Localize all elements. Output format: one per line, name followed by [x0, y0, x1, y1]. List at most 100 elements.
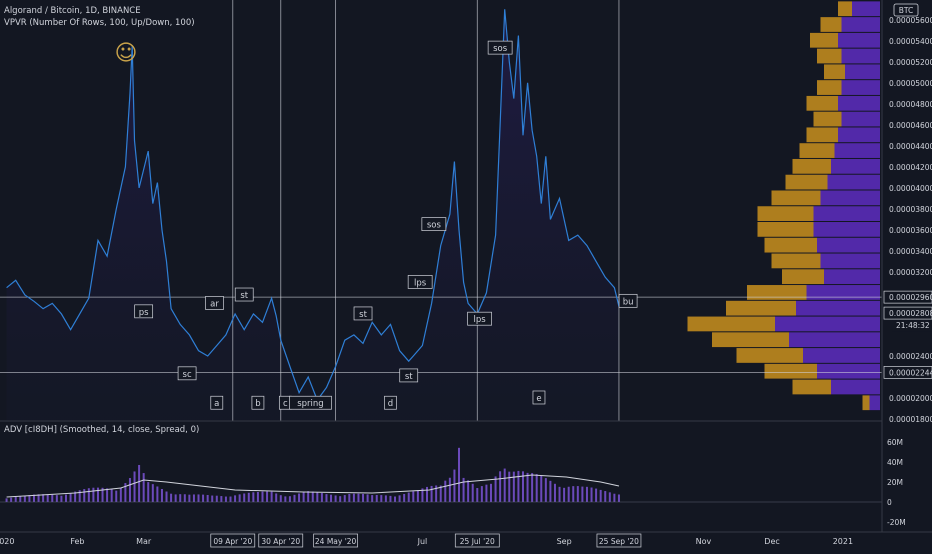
volume-bar	[558, 486, 561, 502]
price-tick-label: 0.00002000	[889, 394, 932, 403]
vpvr-down-bar	[782, 269, 824, 285]
volume-bar	[243, 493, 246, 502]
volume-bar	[10, 497, 13, 502]
date-marker-box	[258, 533, 304, 548]
volume-bar	[142, 473, 145, 502]
volume-bar	[51, 494, 54, 502]
price-highlight-box	[883, 290, 932, 304]
vpvr-down-bar	[792, 158, 831, 174]
volume-bar	[170, 493, 173, 502]
month-tick-label: 2021	[833, 537, 853, 546]
vpvr-up-bar	[841, 111, 880, 127]
volume-bar	[115, 490, 118, 502]
vpvr-down-bar	[838, 1, 852, 17]
vpvr-down-bar	[757, 222, 814, 237]
vpvr-down-bar	[810, 32, 838, 48]
vpvr-up-bar	[831, 379, 880, 395]
date-marker-box	[210, 533, 256, 548]
volume-tick-label: 0	[887, 498, 892, 507]
volume-bar	[96, 487, 99, 502]
volume-bar	[444, 480, 447, 502]
volume-bar	[508, 471, 511, 502]
volume-bar	[467, 480, 470, 502]
symbol-title: Algorand / Bitcoin, 1D, BINANCE	[4, 6, 141, 16]
vpvr-up-bar	[827, 174, 880, 190]
volume-bar	[188, 494, 191, 502]
vpvr-up-bar	[838, 32, 880, 48]
volume-bar	[453, 469, 456, 502]
volume-bar	[426, 486, 429, 502]
volume-bar	[151, 484, 154, 502]
volume-bar	[224, 496, 227, 502]
volume-bar	[32, 494, 35, 502]
date-marker-box	[313, 533, 358, 548]
volume-bar	[156, 486, 159, 502]
volume-bar	[407, 492, 410, 502]
price-highlight-label: 0.00002960	[889, 293, 932, 302]
countdown-box	[892, 320, 932, 332]
volume-bar	[553, 483, 556, 502]
vpvr-up-bar	[824, 269, 880, 285]
volume-bar	[316, 492, 319, 502]
price-axis[interactable]: 0.00005600 0.00005400 0.00005200 0.00005000…	[883, 16, 932, 424]
wyckoff-label: spring	[297, 399, 323, 409]
volume-bar	[581, 486, 584, 502]
volume-bar	[512, 471, 515, 502]
volume-bar	[247, 492, 250, 502]
month-tick-label: Feb	[70, 537, 84, 546]
vpvr-down-bar	[771, 190, 821, 206]
volume-bar	[334, 495, 337, 502]
volume-bar	[284, 496, 287, 502]
wyckoff-label: bu	[623, 297, 634, 307]
wyckoff-label: a	[214, 399, 219, 409]
volume-bar	[489, 483, 492, 502]
volume-bar	[384, 495, 387, 502]
wyckoff-label: sc	[183, 370, 192, 380]
price-tick-label: 0.00003400	[889, 247, 932, 256]
time-axis[interactable]: 2020 Feb Mar Jul Sep Nov Dec 2021 09 Apr '20 30 A…	[0, 533, 853, 548]
wyckoff-label: b	[255, 399, 260, 409]
wyckoff-label: c	[283, 399, 288, 409]
volume-bar	[371, 495, 374, 502]
price-area	[6, 9, 620, 421]
volume-bar	[74, 491, 77, 502]
volume-axis[interactable]: 60M 40M 20M 0 -20M	[887, 438, 906, 527]
price-tick-label: 0.00003800	[889, 205, 932, 214]
volume-bar	[517, 470, 520, 502]
volume-bar	[311, 491, 314, 502]
price-tick-label: 0.00005000	[889, 79, 932, 88]
volume-bar	[485, 484, 488, 502]
vpvr-up-bar	[813, 206, 880, 222]
price-highlight-label: 0.00002808	[889, 309, 932, 318]
volume-bar	[540, 475, 543, 502]
volume-bar	[261, 491, 264, 502]
month-tick-label: Dec	[764, 537, 779, 546]
currency-badge: BTC	[899, 6, 914, 15]
wyckoff-label-box	[234, 287, 254, 302]
volume-bar	[110, 489, 113, 502]
wyckoff-label-box	[177, 366, 197, 381]
vpvr-down-bar	[726, 300, 796, 316]
date-marker-label: 09 Apr '20	[213, 537, 252, 546]
wyckoff-label: lps	[473, 315, 486, 325]
volume-bar	[215, 495, 218, 502]
wyckoff-label: st	[240, 291, 248, 301]
price-tick-label: 0.00005400	[889, 37, 932, 46]
volume-bar	[458, 447, 460, 502]
price-tick-label: 0.00005600	[889, 16, 932, 25]
volume-bar	[55, 495, 58, 502]
vpvr-up-bar	[869, 395, 880, 411]
wyckoff-label: sos	[427, 221, 442, 231]
volume-tick-label: 60M	[887, 438, 903, 447]
volume-bar	[138, 464, 141, 502]
volume-bar	[19, 496, 22, 502]
price-tick-label: 0.00003600	[889, 226, 932, 235]
volume-bar	[403, 493, 406, 502]
month-tick-label: Sep	[557, 537, 572, 546]
volume-bar	[106, 488, 109, 502]
volume-bar	[192, 494, 195, 502]
volume-bar	[471, 483, 474, 502]
volume-bar	[394, 496, 397, 502]
volume-bar	[147, 482, 150, 502]
